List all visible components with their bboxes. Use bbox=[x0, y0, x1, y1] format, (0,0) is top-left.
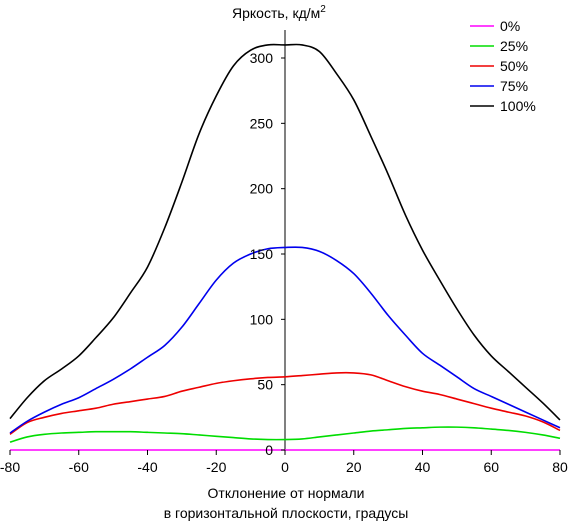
y-tick-label: 300 bbox=[250, 50, 274, 66]
legend-label: 0% bbox=[500, 18, 520, 34]
series-line-100pct bbox=[9, 43, 561, 421]
y-axis-title-superscript: 2 bbox=[320, 4, 326, 15]
x-tick-label: -40 bbox=[137, 459, 157, 475]
legend-label: 75% bbox=[500, 78, 528, 94]
x-tick-label: 40 bbox=[415, 459, 431, 475]
y-tick-label: 50 bbox=[257, 377, 273, 393]
x-tick-label: 80 bbox=[552, 459, 568, 475]
x-axis-title-line1: Отклонение от нормали bbox=[208, 485, 365, 501]
legend-label: 25% bbox=[500, 38, 528, 54]
x-tick-label: 0 bbox=[281, 459, 289, 475]
chart-legend: 0% 25% 50% 75% 100% bbox=[470, 18, 536, 114]
y-axis-title: Яркость, кд/м2 bbox=[232, 4, 326, 21]
x-tick-label: 60 bbox=[483, 459, 499, 475]
y-tick-label: 150 bbox=[250, 246, 274, 262]
y-tick-label: 250 bbox=[250, 115, 274, 131]
tick-layer: -80 -60 -40 -20 0 20 40 60 80 0 50 100 150 200 250 300 bbox=[0, 50, 568, 475]
y-tick-label: 100 bbox=[250, 311, 274, 327]
series-line-25pct bbox=[9, 426, 561, 443]
x-tick-label: -60 bbox=[69, 459, 89, 475]
x-tick-label: -80 bbox=[0, 459, 20, 475]
x-tick-label: 20 bbox=[346, 459, 362, 475]
legend-label: 50% bbox=[500, 58, 528, 74]
y-tick-label: 0 bbox=[265, 442, 273, 458]
series-line-75pct bbox=[9, 246, 561, 434]
x-axis-title-line2: в горизонтальной плоскости, градусы bbox=[164, 505, 409, 521]
y-tick-label: 200 bbox=[250, 181, 274, 197]
x-tick-label: -20 bbox=[206, 459, 226, 475]
legend-label: 100% bbox=[500, 98, 536, 114]
series-line-50pct bbox=[9, 371, 561, 435]
